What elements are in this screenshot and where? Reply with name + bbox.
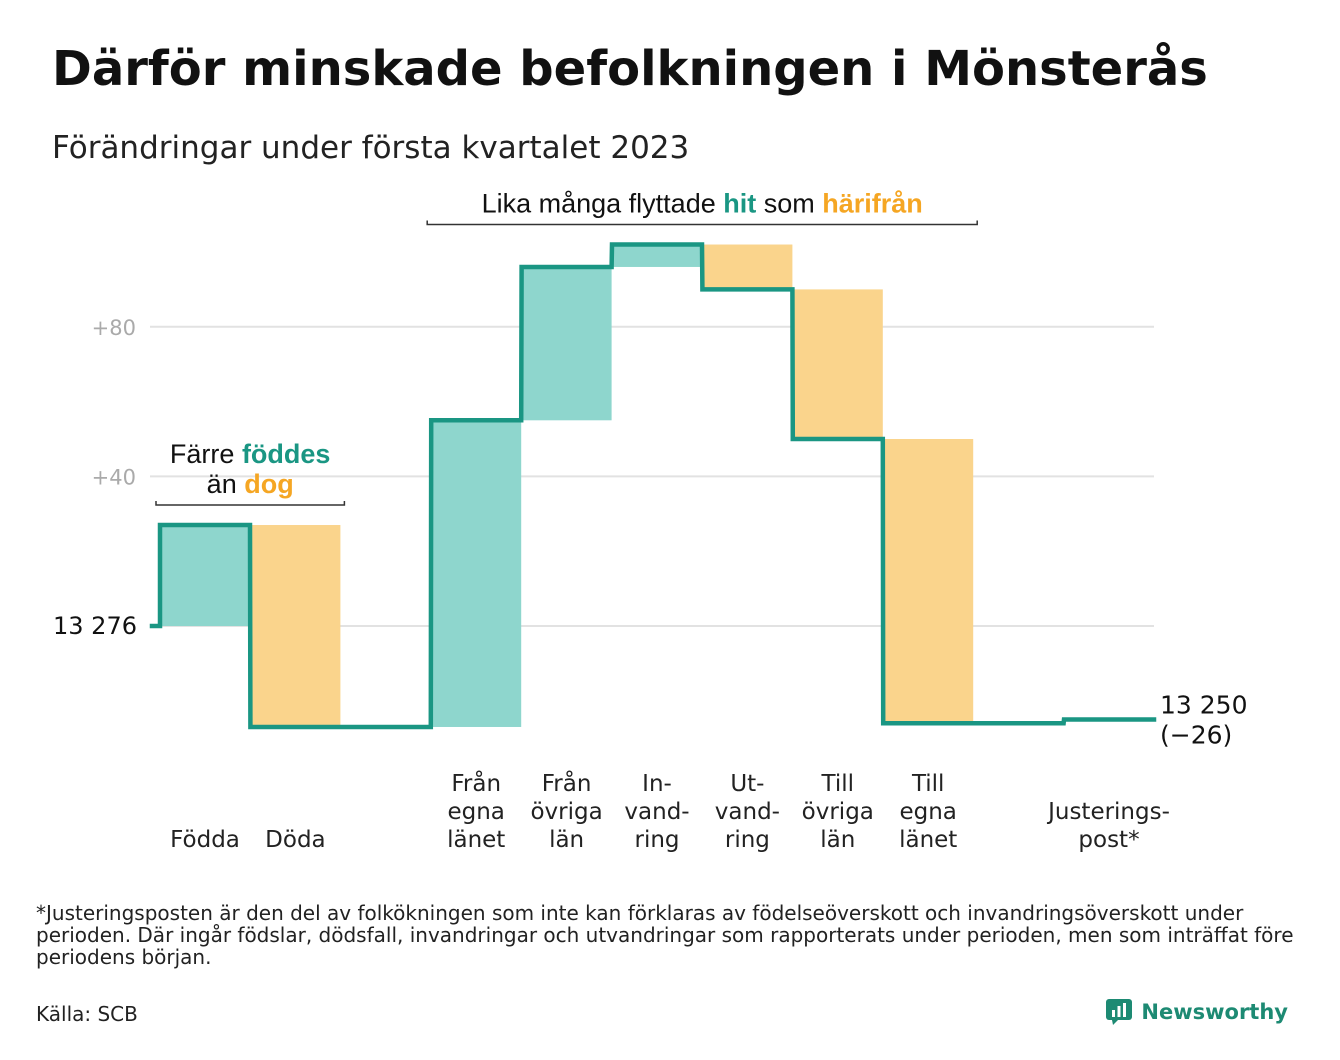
waterfall-bar — [160, 525, 250, 626]
x-axis-labels: Födda Döda Från egna länet Från övriga län In-va… — [170, 769, 1170, 853]
x-axis-label: Ut-vand-ring — [715, 771, 780, 853]
x-axis-label: Döda — [265, 827, 325, 853]
annotation-bracket — [155, 501, 346, 506]
x-axis-label: Till egna länet — [899, 771, 957, 853]
brand-logo[interactable]: Newsworthy — [1105, 998, 1288, 1026]
annotation-text: Lika många flyttade hit som härifrån — [482, 189, 923, 219]
waterfall-bar — [792, 289, 883, 439]
annotation-text: Färre föddes — [170, 439, 331, 469]
y-tick-label: +80 — [92, 316, 136, 340]
waterfall-bar — [702, 244, 793, 290]
x-axis-label: Födda — [170, 827, 240, 853]
end-value-label: 13 250(−26) — [1160, 691, 1247, 750]
x-axis-label: Justerings-post* — [1046, 799, 1170, 853]
waterfall-bar — [612, 244, 702, 267]
bars — [160, 244, 974, 727]
newsworthy-logo-icon — [1106, 999, 1133, 1025]
x-axis-label: Från egna länet — [447, 769, 505, 853]
level-step-line — [149, 242, 1157, 730]
baseline-label: 13 276 — [53, 612, 137, 640]
y-tick-label: +40 — [92, 465, 136, 489]
x-axis-label: Från övriga län — [530, 769, 602, 853]
waterfall-bar — [431, 420, 522, 727]
chart-subtitle: Förändringar under första kvartalet 2023 — [52, 130, 690, 166]
footnote: *Justeringsposten är den del av folkökni… — [36, 901, 1294, 969]
end-change: (−26) — [1160, 721, 1232, 750]
step-line — [149, 242, 1157, 730]
end-value: 13 250 — [1160, 691, 1247, 720]
waterfall-bar — [883, 439, 974, 724]
waterfall-bar — [521, 266, 612, 421]
annotation-bracket — [426, 220, 978, 226]
waterfall-chart: +40 +80 13 276 Födda Döda Från egna länet Från ö… — [53, 189, 1247, 853]
x-axis-label: Till övriga län — [802, 771, 874, 853]
x-axis-label: In-vand-ring — [624, 771, 689, 853]
brand-name: Newsworthy — [1141, 1000, 1288, 1024]
source-label: Källa: SCB — [36, 1002, 138, 1026]
waterfall-bar — [250, 525, 341, 727]
chart-title: Därför minskade befolkningen i Mönsterås — [52, 41, 1208, 97]
annotation-text: än dog — [207, 469, 294, 499]
y-axis-labels: +40 +80 13 276 — [53, 316, 137, 640]
